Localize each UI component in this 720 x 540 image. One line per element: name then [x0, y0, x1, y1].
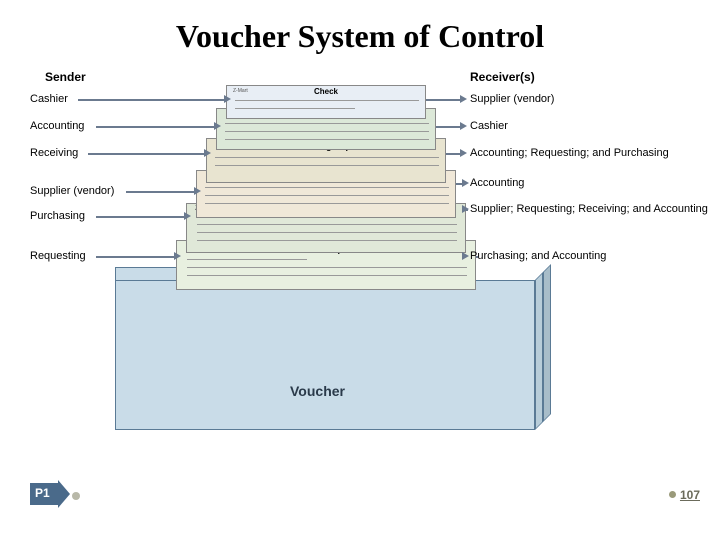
sender-arrow-3 — [126, 191, 196, 193]
sender-arrow-1 — [96, 126, 216, 128]
sender-arrow-0 — [78, 99, 226, 101]
footer-bullet-icon — [72, 492, 80, 500]
footer-tag-text: P1 — [35, 486, 50, 500]
receiver-arrowhead-2 — [460, 149, 467, 157]
sender-arrowhead-2 — [204, 149, 211, 157]
sender-arrowhead-3 — [194, 187, 201, 195]
page-title: Voucher System of Control — [0, 0, 720, 65]
sender-arrow-5 — [96, 256, 176, 258]
receiver-5: Purchasing; and Accounting — [470, 250, 606, 262]
folder-stack-edge — [535, 272, 543, 430]
receiver-arrow-1 — [436, 126, 462, 128]
sender-1: Accounting — [30, 120, 84, 132]
receiver-arrowhead-4 — [462, 205, 469, 213]
receiver-arrow-0 — [426, 99, 462, 101]
receiver-header: Receiver(s) — [470, 70, 535, 84]
sender-header: Sender — [45, 70, 86, 84]
sender-arrow-2 — [88, 153, 206, 155]
sender-arrowhead-5 — [174, 252, 181, 260]
page-bullet-icon — [669, 491, 676, 498]
sender-5: Requesting — [30, 250, 86, 262]
footer-tag-arrow: P1 — [30, 483, 68, 505]
sender-arrow-4 — [96, 216, 186, 218]
folder-stack-edge-2 — [543, 264, 551, 422]
receiver-arrowhead-1 — [460, 122, 467, 130]
sender-arrowhead-1 — [214, 122, 221, 130]
sender-arrowhead-0 — [224, 95, 231, 103]
receiver-arrowhead-5 — [462, 252, 469, 260]
page-number: 107 — [680, 488, 700, 502]
receiver-0: Supplier (vendor) — [470, 93, 554, 105]
sender-arrowhead-4 — [184, 212, 191, 220]
sender-0: Cashier — [30, 93, 68, 105]
receiver-4: Supplier; Requesting; Receiving; and Acc… — [470, 203, 708, 215]
voucher-label: Voucher — [290, 383, 345, 399]
voucher-folder — [115, 280, 535, 430]
receiver-arrowhead-0 — [460, 95, 467, 103]
receiver-2: Accounting; Requesting; and Purchasing — [470, 147, 669, 159]
doc-check-zmart: Z-Mart — [233, 88, 248, 94]
doc-check-title: Check — [227, 87, 425, 96]
sender-4: Purchasing — [30, 210, 85, 222]
receiver-1: Cashier — [470, 120, 508, 132]
receiver-arrowhead-3 — [462, 179, 469, 187]
doc-check: Check Z-Mart — [226, 85, 426, 119]
sender-3: Supplier (vendor) — [30, 185, 114, 197]
sender-2: Receiving — [30, 147, 78, 159]
voucher-diagram: Sender Receiver(s) Voucher Purchase Requ… — [0, 65, 720, 465]
receiver-3: Accounting — [470, 177, 524, 189]
